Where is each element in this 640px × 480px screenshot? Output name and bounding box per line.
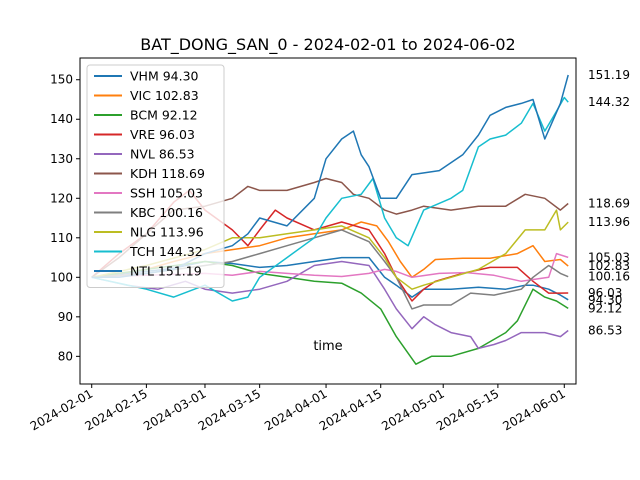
end-value-label-kbc: 100.16: [588, 270, 630, 284]
legend-label-ssh: SSH 105.03: [130, 186, 203, 201]
end-value-label-ssh: 105.03: [588, 250, 630, 264]
x-tick-label: 2024-05-15: [434, 386, 501, 433]
y-tick-label: 120: [50, 191, 73, 205]
legend-label-vhm: VHM 94.30: [130, 69, 199, 84]
y-axis: 80 90 100 110 120 130 140 150: [50, 73, 80, 363]
x-axis-label: time: [313, 339, 342, 354]
end-value-label-nlg: 113.96: [588, 215, 630, 229]
end-value-label-ntl: 151.19: [588, 68, 630, 82]
legend-label-vre: VRE 96.03: [130, 127, 195, 142]
legend-label-nlg: NLG 113.96: [130, 225, 204, 240]
series-line-ssh: [91, 252, 569, 283]
end-value-label-vic: 102.83: [588, 259, 630, 273]
y-tick-label: 130: [50, 152, 73, 166]
x-tick-label: 2024-03-15: [196, 386, 263, 433]
y-tick-label: 110: [50, 231, 73, 245]
plot-frame: [79, 57, 577, 385]
end-value-label-kdh: 118.69: [588, 196, 630, 210]
x-tick-label: 2024-02-15: [82, 386, 149, 433]
chart-title: BAT_DONG_SAN_0 - 2024-02-01 to 2024-06-0…: [140, 35, 515, 55]
y-tick-label: 90: [58, 310, 73, 324]
end-value-label-vhm: 94.30: [588, 293, 622, 307]
end-value-label-vre: 96.03: [588, 286, 622, 300]
legend-label-kbc: KBC 100.16: [130, 205, 203, 220]
end-value-label-tch: 144.32: [588, 95, 630, 109]
series-line-nvl: [91, 260, 569, 350]
legend: VHM 94.30 VIC 102.83 BCM 92.12 VRE 96.03 NVL…: [86, 64, 225, 288]
y-tick-label: 80: [58, 349, 73, 363]
y-tick-label: 140: [50, 112, 73, 126]
y-tick-label: 100: [50, 270, 73, 284]
legend-label-tch: TCH 144.32: [129, 244, 203, 259]
legend-label-bcm: BCM 92.12: [130, 108, 198, 123]
series-line-bcm: [91, 260, 569, 365]
x-tick-label: 2024-06-01: [500, 386, 567, 433]
end-value-label-nvl: 86.53: [588, 324, 622, 338]
x-tick-label: 2024-04-15: [317, 386, 384, 433]
x-axis: 2024-02-012024-02-152024-03-012024-03-15…: [28, 384, 568, 433]
legend-label-vic: VIC 102.83: [130, 88, 199, 103]
y-tick-label: 150: [50, 73, 73, 87]
legend-label-ntl: NTL 151.19: [130, 264, 202, 279]
series-line-tch: [91, 96, 569, 302]
end-value-label-bcm: 92.12: [588, 301, 622, 315]
legend-label-kdh: KDH 118.69: [130, 166, 205, 181]
legend-label-nvl: NVL 86.53: [130, 147, 195, 162]
